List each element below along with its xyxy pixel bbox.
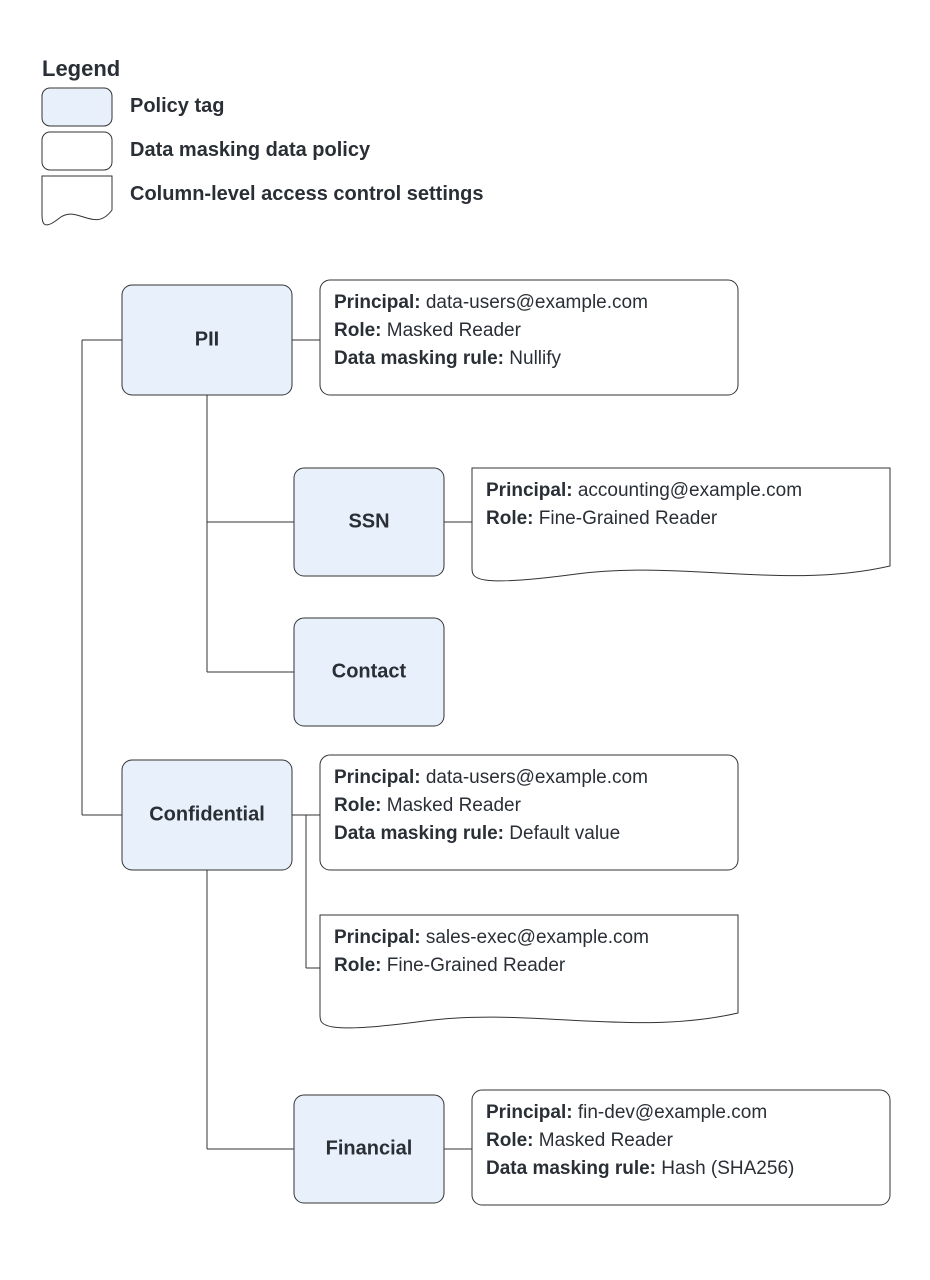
policy-line: Role: Fine-Grained Reader bbox=[486, 508, 718, 529]
policy-line: Role: Masked Reader bbox=[334, 320, 522, 341]
tag-label-pii: PII bbox=[195, 328, 219, 350]
legend-swatch-policy bbox=[42, 132, 112, 170]
policy-line: Data masking rule: Hash (SHA256) bbox=[486, 1158, 794, 1179]
policy-line: Role: Fine-Grained Reader bbox=[334, 955, 566, 976]
policy-line: Principal: data-users@example.com bbox=[334, 767, 648, 788]
policy-line: Data masking rule: Default value bbox=[334, 823, 620, 844]
policy-line: Principal: accounting@example.com bbox=[486, 480, 802, 501]
diagram-canvas: Legend Policy tag Data masking data policy… bbox=[0, 0, 930, 1280]
policy-line: Principal: data-users@example.com bbox=[334, 292, 648, 313]
policy-line: Role: Masked Reader bbox=[486, 1130, 674, 1151]
policy-line: Principal: fin-dev@example.com bbox=[486, 1102, 767, 1123]
tag-label-contact: Contact bbox=[332, 660, 407, 682]
policy-line: Data masking rule: Nullify bbox=[334, 348, 562, 369]
tag-label-financial: Financial bbox=[326, 1137, 413, 1159]
policy-line: Role: Masked Reader bbox=[334, 795, 522, 816]
legend-swatch-tag bbox=[42, 88, 112, 126]
tag-label-ssn: SSN bbox=[348, 510, 389, 532]
legend-title: Legend bbox=[42, 56, 120, 81]
legend-label: Data masking data policy bbox=[130, 139, 371, 161]
legend-label: Policy tag bbox=[130, 95, 224, 117]
legend-swatch-wave bbox=[42, 176, 112, 225]
legend-label: Column-level access control settings bbox=[130, 183, 483, 205]
tag-label-confidential: Confidential bbox=[149, 803, 265, 825]
policy-line: Principal: sales-exec@example.com bbox=[334, 927, 649, 948]
